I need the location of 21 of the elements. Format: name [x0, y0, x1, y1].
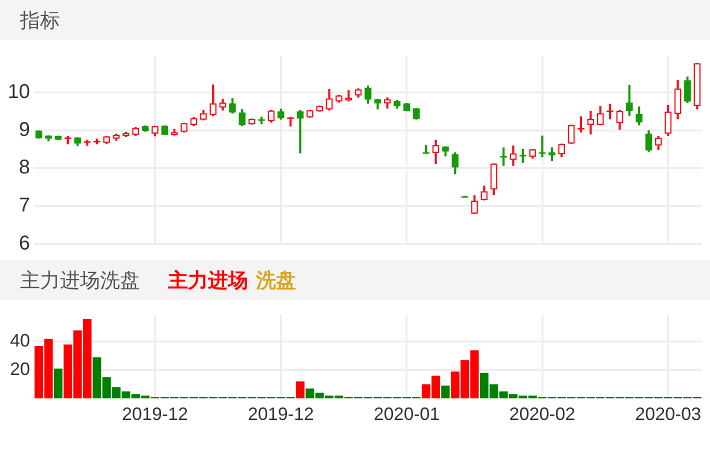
x-tick-label: 2020-03 [635, 404, 702, 424]
text: 洗盘 [256, 266, 296, 294]
chart-title: 主力进场洗盘 [20, 266, 140, 294]
y-tick-label: 40 [10, 330, 30, 351]
x-tick-label: 2020-02 [509, 404, 576, 424]
y-tick-label: 9 [18, 118, 30, 141]
y-tick-label: 7 [18, 194, 30, 217]
y-tick-label: 10 [8, 80, 30, 103]
x-tick-label: 2020-01 [374, 404, 440, 424]
chart-title: 指标 [20, 6, 60, 34]
candlestick [296, 110, 304, 154]
y-tick-label: 6 [18, 232, 30, 255]
bar [441, 386, 450, 398]
candlestick [538, 136, 546, 158]
x-tick-label: 2019-12 [248, 404, 314, 424]
y-tick-label: 20 [10, 359, 30, 380]
bar [296, 381, 304, 398]
x-tick-label: 2019-12 [122, 404, 188, 424]
text: 主力进场 [168, 266, 248, 294]
bar [54, 368, 62, 398]
y-tick-label: 8 [18, 156, 30, 179]
